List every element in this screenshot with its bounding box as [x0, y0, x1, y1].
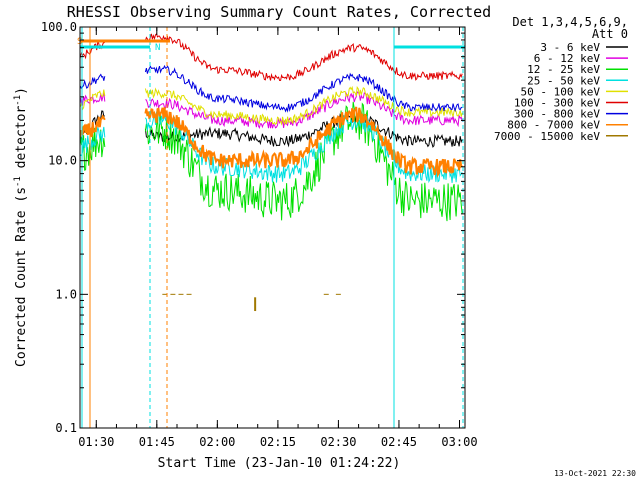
legend-label: 3 - 6 keV — [540, 41, 600, 54]
legend-label: 800 - 7000 keV — [507, 119, 600, 132]
legend-label: 7000 - 15000 keV — [494, 130, 600, 143]
legend-label: 50 - 100 keV — [521, 85, 601, 98]
legend-label: 300 - 800 keV — [514, 108, 600, 121]
y-tick-label: 10.0 — [48, 154, 77, 168]
legend-header-line-1: Det 1,3,4,5,6,9, — [512, 15, 628, 29]
footer-date: 13-Oct-2021 22:30 — [554, 469, 636, 478]
axis-ticks: 0.1 1.0 10.0 100.0 01:30 01:45 02:00 02:15 02:30… — [41, 20, 478, 449]
legend-label: 100 - 300 keV — [514, 97, 600, 110]
legend-header-line-2: Att 0 — [592, 27, 628, 41]
legend-label: 25 - 50 keV — [527, 74, 600, 87]
x-tick-label: 02:30 — [320, 435, 356, 449]
x-tick-label: 03:00 — [441, 435, 477, 449]
y-tick-label: 0.1 — [55, 421, 77, 435]
plot-frame — [79, 26, 466, 429]
x-tick-label: 01:30 — [78, 435, 114, 449]
x-tick-label: 02:00 — [199, 435, 235, 449]
x-tick-label: 01:45 — [139, 435, 175, 449]
legend-label: 6 - 12 keV — [534, 52, 601, 65]
x-tick-label: 02:45 — [381, 435, 417, 449]
chart-title: RHESSI Observing Summary Count Rates, Co… — [67, 3, 491, 21]
legend-label: 12 - 25 keV — [527, 63, 600, 76]
x-tick-label: 02:15 — [260, 435, 296, 449]
annotation-n: N — [155, 43, 160, 53]
y-axis-label: Corrected Count Rate (s-1 detector-1) — [13, 87, 29, 367]
x-axis-label: Start Time (23-Jan-10 01:24:22) — [158, 456, 401, 471]
y-tick-label: 100.0 — [41, 20, 77, 34]
y-tick-label: 1.0 — [55, 287, 77, 301]
